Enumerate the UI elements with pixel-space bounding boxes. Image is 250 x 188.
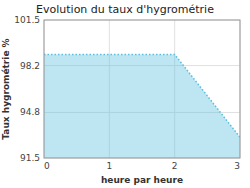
plot-background — [44, 20, 240, 158]
x-tick-label: 0 — [44, 161, 50, 171]
x-tick-label: 3 — [234, 161, 240, 171]
x-tick-label: 2 — [172, 161, 178, 171]
line — [44, 55, 240, 138]
grid — [44, 20, 240, 158]
area — [44, 55, 240, 159]
y-tick-label: 98.2 — [20, 61, 40, 71]
title: Evolution du taux d'hygrométrie — [36, 3, 214, 16]
y-axis-label: Taux hygrométrie % — [1, 38, 11, 139]
y-tick-label: 101.5 — [14, 15, 40, 25]
chart-container: 91.5 94.8 98.2 101.5 0 1 2 3 Evolution du taux d… — [0, 0, 250, 188]
data-group — [44, 55, 240, 159]
chart: 91.5 94.8 98.2 101.5 0 1 2 3 Evolution du taux d… — [0, 0, 250, 188]
x-tick-label: 1 — [106, 161, 112, 171]
y-tick-label: 91.5 — [20, 153, 40, 163]
x-axis-label: heure par heure — [101, 175, 183, 185]
plot-frame — [44, 20, 240, 158]
y-tick-label: 94.8 — [20, 107, 40, 117]
